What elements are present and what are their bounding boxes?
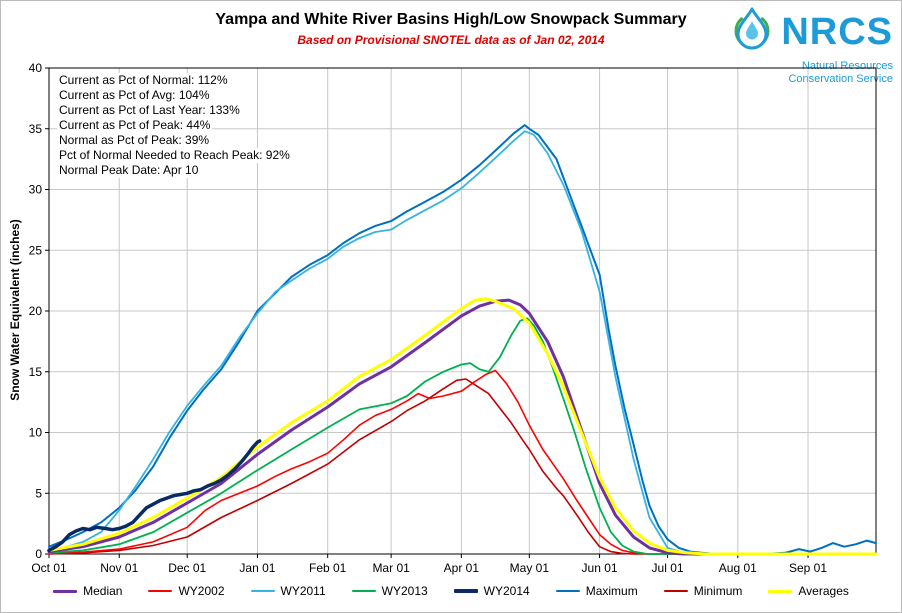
nrcs-org-line1: Natural Resources (801, 60, 893, 72)
x-tick-label: Jul 01 (652, 561, 684, 575)
legend-swatch-maximum (555, 589, 580, 593)
page-subtitle: Based on Provisional SNOTEL data as of J… (297, 33, 605, 47)
legend-label-minimum: Minimum (693, 584, 743, 598)
y-tick-label: 35 (29, 122, 43, 136)
legend-label-wy2014: WY2014 (483, 584, 530, 598)
stats-annotation-block: Current as Pct of Normal: 112% Current a… (57, 73, 292, 178)
nrcs-acronym: NRCS (781, 10, 893, 53)
legend-swatch-wy2014 (453, 589, 478, 593)
stat-line: Normal as Pct of Peak: 39% (57, 133, 212, 148)
page-title: Yampa and White River Basins High/Low Sn… (215, 11, 687, 28)
legend-label-maximum: Maximum (585, 584, 638, 598)
y-axis-title: Snow Water Equivalent (inches) (8, 219, 22, 401)
legend-label-wy2013: WY2013 (381, 584, 428, 598)
x-tick-label: Nov 01 (100, 561, 138, 575)
x-tick-label: Feb 01 (309, 561, 347, 575)
series-line-wy2014 (47, 439, 262, 553)
nrcs-logo: NRCS Natural Resources Conservation Serv… (728, 5, 893, 86)
x-tick-label: Jun 01 (582, 561, 618, 575)
y-tick-label: 15 (29, 365, 43, 379)
series-line-wy2011 (48, 130, 877, 555)
y-tick-label: 10 (29, 426, 43, 440)
legend-swatch-averages (768, 589, 793, 593)
series-line-minimum (48, 378, 877, 555)
legend-swatch-minimum (663, 589, 688, 593)
legend-item-averages: Averages (768, 584, 849, 598)
y-tick-label: 25 (29, 243, 43, 257)
y-tick-label: 20 (29, 304, 43, 318)
legend-item-wy2011: WY2011 (250, 584, 326, 598)
x-tick-label: Mar 01 (372, 561, 410, 575)
x-tick-label: May 01 (510, 561, 550, 575)
legend-label-wy2011: WY2011 (280, 584, 326, 598)
legend-item-minimum: Minimum (663, 584, 743, 598)
stat-line: Normal Peak Date: Apr 10 (57, 163, 201, 178)
nrcs-org-name: Natural Resources Conservation Service (788, 60, 893, 86)
legend-label-averages: Averages (798, 584, 849, 598)
legend-item-wy2013: WY2013 (351, 584, 428, 598)
legend-swatch-wy2011 (250, 589, 275, 593)
series-line-wy2013 (48, 317, 877, 555)
legend-label-wy2002: WY2002 (178, 584, 225, 598)
x-tick-label: Oct 01 (31, 561, 67, 575)
x-tick-label: Apr 01 (444, 561, 480, 575)
legend-item-median: Median (53, 584, 122, 598)
legend-swatch-median (53, 589, 78, 593)
y-tick-label: 5 (35, 486, 42, 500)
y-tick-label: 30 (29, 183, 43, 197)
chart-legend: Median WY2002 WY2011 WY2013 WY2014 Maximum Min… (1, 584, 901, 598)
legend-swatch-wy2002 (148, 589, 173, 593)
legend-swatch-wy2013 (351, 589, 376, 593)
nrcs-org-line2: Conservation Service (788, 73, 893, 85)
stat-line: Current as Pct of Normal: 112% (57, 73, 230, 88)
stat-line: Current as Pct of Avg: 104% (57, 88, 212, 103)
x-tick-label: Dec 01 (168, 561, 206, 575)
legend-item-wy2002: WY2002 (148, 584, 225, 598)
legend-item-wy2014: WY2014 (453, 584, 530, 598)
y-tick-label: 40 (29, 61, 43, 75)
y-tick-label: 0 (35, 547, 42, 561)
legend-item-maximum: Maximum (555, 584, 638, 598)
stat-line: Pct of Normal Needed to Reach Peak: 92% (57, 148, 292, 163)
stat-line: Current as Pct of Peak: 44% (57, 118, 213, 133)
legend-label-median: Median (83, 584, 123, 598)
nrcs-logo-row: NRCS (728, 5, 893, 58)
water-drop-icon (728, 5, 776, 58)
series-line-wy2002 (48, 369, 877, 555)
x-tick-label: Sep 01 (789, 561, 827, 575)
x-tick-label: Jan 01 (239, 561, 275, 575)
x-tick-label: Aug 01 (719, 561, 757, 575)
stat-line: Current as Pct of Last Year: 133% (57, 103, 242, 118)
series-line-median (47, 298, 878, 556)
